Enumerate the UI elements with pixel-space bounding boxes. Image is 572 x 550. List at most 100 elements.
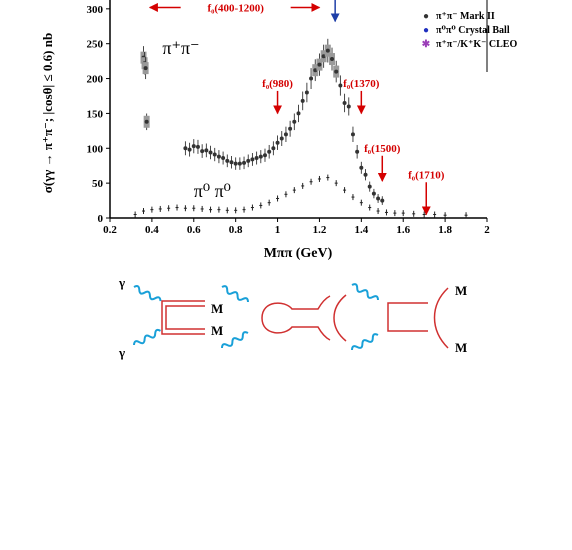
meson-line-inner	[161, 300, 205, 335]
data-point	[367, 184, 372, 189]
x-tick-label: 1.6	[396, 224, 410, 236]
data-point	[233, 161, 238, 166]
resonance-label: f₀(1370)	[343, 78, 380, 90]
data-point	[371, 191, 376, 196]
y-tick-label: 150	[87, 108, 104, 120]
data-point	[229, 160, 234, 165]
plot-labels: π⁺π⁻ π⁰ π⁰	[162, 38, 231, 201]
data-point	[359, 165, 364, 170]
legend-entry: π⁰π⁰ Crystal Ball	[436, 25, 510, 36]
x-ticks: 0.2 0.4 0.6 0.8 1 1.2 1.4 1.6 1.8 2	[103, 218, 490, 236]
photon-line-top-2	[221, 285, 249, 303]
data-point	[212, 152, 217, 157]
data-point	[208, 150, 213, 155]
data-point	[296, 111, 301, 116]
data-point	[204, 148, 209, 153]
resonance-label: f₀(1710)	[408, 169, 445, 181]
resonance-label: f₀(1500)	[364, 143, 401, 155]
data-point	[195, 144, 200, 149]
diagram-resonance	[221, 285, 347, 349]
y-tick-label: 300	[87, 4, 104, 16]
photon-label-top: γ	[118, 275, 125, 290]
data-point	[283, 132, 288, 137]
photon-line-bottom-3	[351, 333, 379, 351]
meson-label-top: M	[211, 301, 223, 316]
diagram-exchange: M M	[351, 283, 467, 355]
legend-entry: π⁺π⁻ Mark II	[436, 11, 495, 22]
meson-arc-2	[333, 294, 347, 342]
legend: ● π⁺π⁻ Mark II ● π⁰π⁰ Crystal Ball ✱ π⁺π⁻/K⁺K…	[422, 11, 518, 50]
data-point	[380, 198, 385, 203]
data-point	[267, 149, 272, 154]
data-point	[350, 132, 355, 137]
data-point	[216, 154, 221, 159]
series-pipi-neutral	[133, 174, 468, 219]
x-tick-label: 0.2	[103, 224, 117, 236]
photon-line-top	[133, 284, 162, 302]
data-point	[355, 149, 360, 154]
data-point	[363, 172, 368, 177]
meson-line-top	[165, 305, 205, 330]
y-tick-label: 100	[87, 143, 104, 155]
data-point	[144, 119, 149, 124]
x-tick-label: 1.2	[313, 224, 327, 236]
photon-line-top-3	[351, 283, 379, 301]
legend-marker: ●	[423, 25, 429, 36]
x-axis-title: Mππ (GeV)	[264, 246, 333, 261]
data-point	[221, 156, 226, 161]
y-ticks: 050100150200250300350	[87, 4, 110, 225]
x-tick-label: 0.4	[145, 224, 159, 236]
y-tick-label: 200	[87, 74, 104, 86]
data-point	[288, 126, 293, 131]
data-point	[317, 62, 322, 67]
x-tick-label: 0.8	[229, 224, 243, 236]
x-tick-label: 1	[275, 224, 281, 236]
data-point	[237, 161, 242, 166]
photon-line-bottom-2	[221, 331, 249, 349]
y-tick-label: 0	[98, 213, 104, 225]
data-point	[338, 83, 343, 88]
data-point	[200, 149, 205, 154]
data-point	[191, 144, 196, 149]
data-point	[225, 158, 230, 163]
resonance-annotations: f₀(400-1200) f₀(980) f₀(1370) f₀(1500) f₀(17…	[148, 0, 445, 216]
data-point	[292, 119, 297, 124]
y-tick-label: 50	[92, 178, 104, 190]
photon-label-bottom: γ	[118, 345, 125, 360]
meson-label-bottom: M	[211, 323, 223, 338]
legend-marker: ●	[423, 11, 429, 22]
legend-entry: π⁺π⁻/K⁺K⁻ CLEO	[436, 39, 517, 50]
x-tick-label: 1.4	[354, 224, 368, 236]
plot-area: 0.2 0.4 0.6 0.8 1 1.2 1.4 1.6 1.8 2 0 50 100 150 200 2…	[87, 0, 490, 236]
y-axis-title: σ(γγ → π⁺π⁻; |cosθ| ≤ 0.6) nb	[40, 33, 55, 193]
data-point	[187, 147, 192, 152]
photon-line-bottom	[133, 328, 162, 346]
data-point	[300, 98, 305, 103]
y-tick-label: 250	[87, 39, 104, 51]
resonance-bubble	[261, 295, 331, 341]
series-label: π⁺π⁻	[162, 38, 199, 58]
data-point	[346, 104, 351, 109]
data-point	[376, 196, 381, 201]
data-point	[254, 156, 259, 161]
meson-label-bottom-3: M	[455, 340, 467, 355]
data-point	[242, 160, 247, 165]
diagram-point-like: γ γ M M	[118, 275, 223, 360]
exchange-line	[387, 302, 428, 332]
legend-marker: ✱	[422, 39, 431, 50]
range-label: f₀(400-1200)	[207, 2, 264, 14]
data-point	[342, 100, 347, 105]
meson-arc-3	[433, 287, 449, 349]
x-tick-label: 2	[484, 224, 490, 236]
data-point	[309, 76, 314, 81]
x-tick-label: 0.6	[187, 224, 201, 236]
data-point	[325, 48, 330, 53]
data-point	[275, 140, 280, 145]
series-label: π⁰ π⁰	[194, 181, 231, 201]
data-point	[143, 66, 148, 71]
data-point	[330, 57, 335, 62]
data-point	[246, 158, 251, 163]
meson-label-top-3: M	[455, 283, 467, 298]
